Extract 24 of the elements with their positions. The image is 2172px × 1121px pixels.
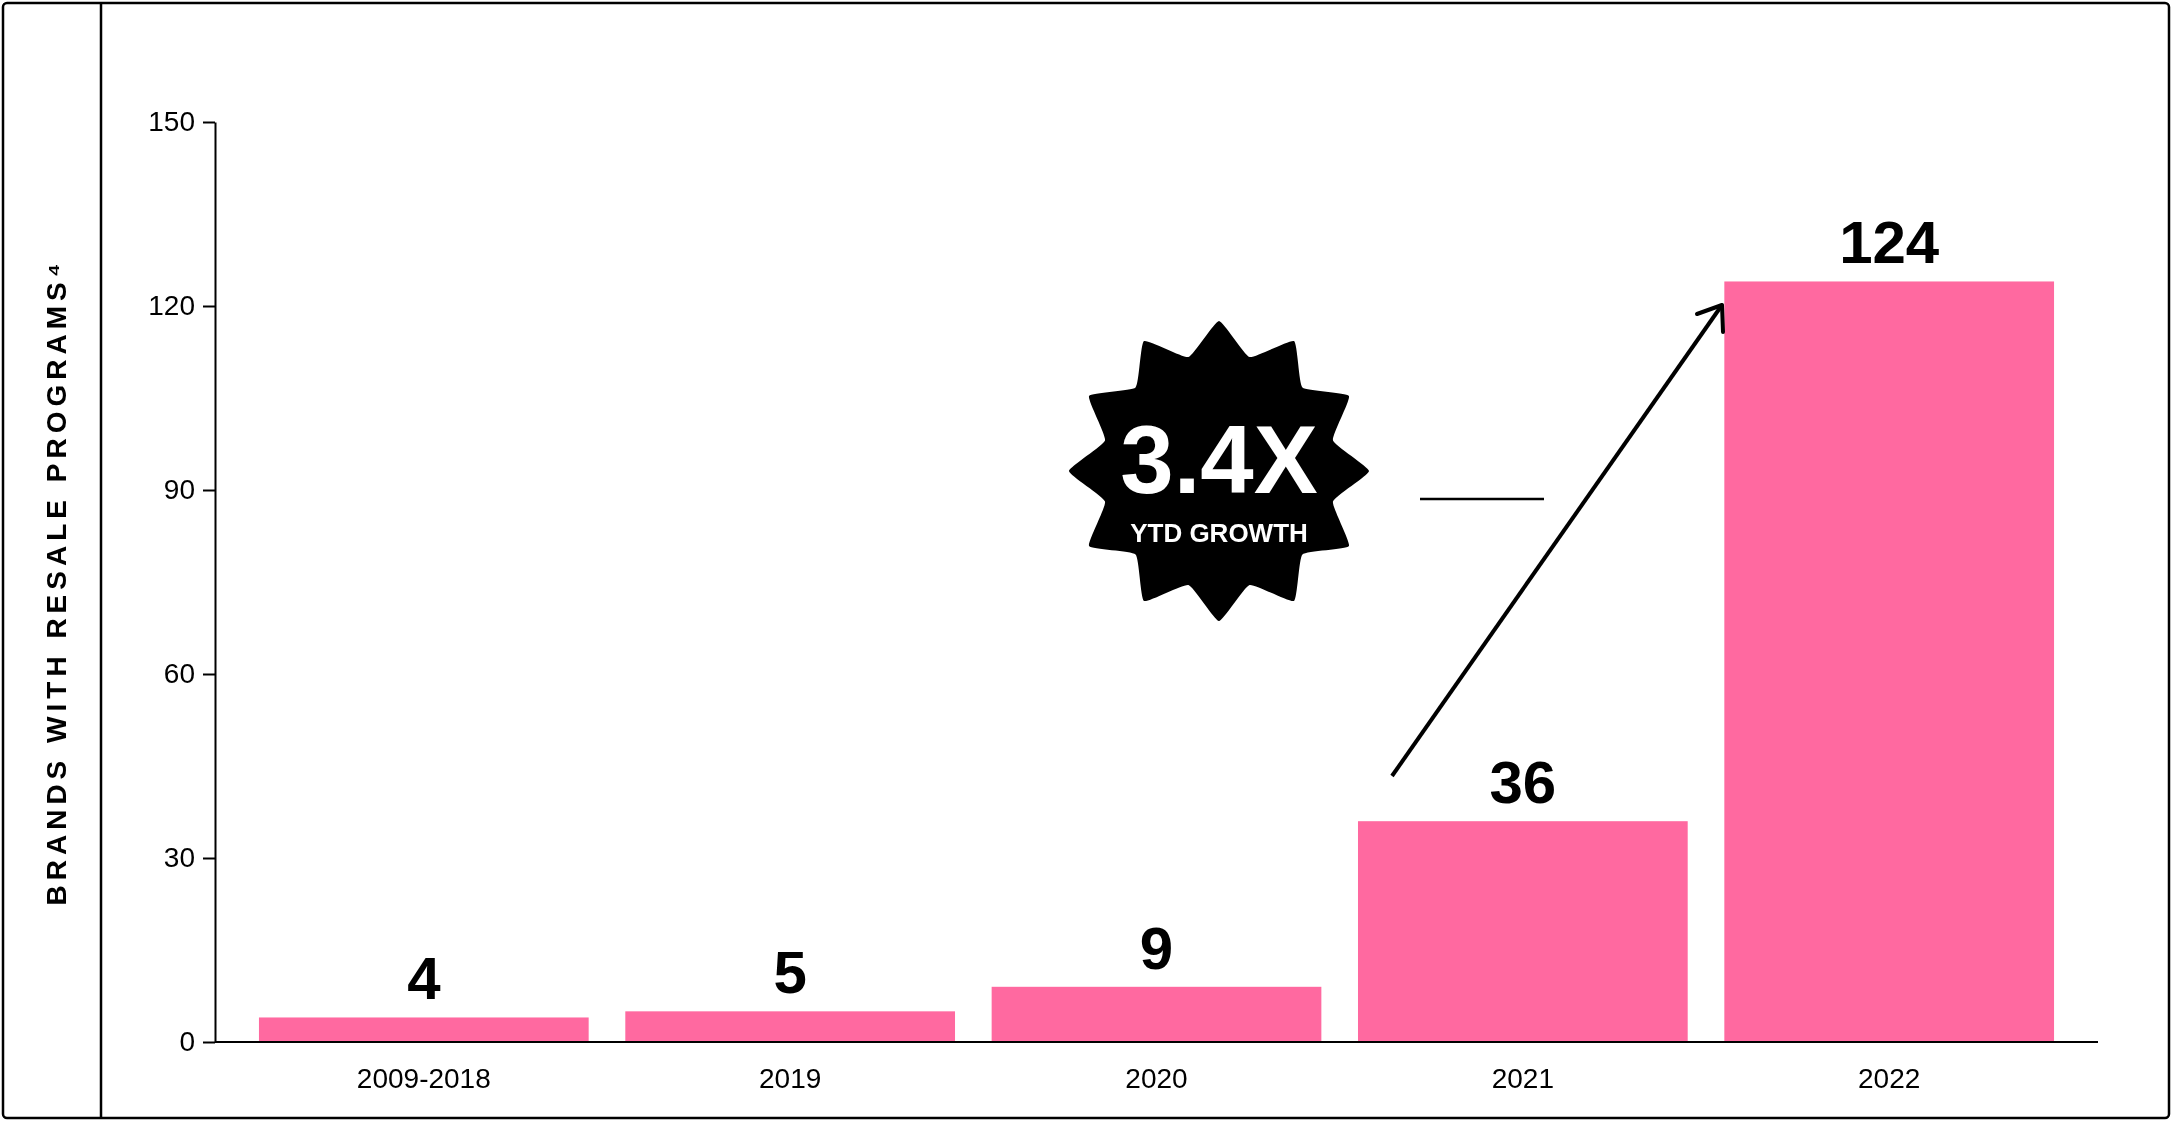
data-label: 9	[1139, 914, 1174, 982]
y-tick-label: 0	[179, 1026, 195, 1058]
bar	[1357, 821, 1688, 1042]
y-tick-label: 30	[163, 842, 195, 874]
x-tick-label: 2009-2018	[356, 1063, 491, 1094]
bar	[625, 1011, 956, 1042]
bar	[1724, 281, 2055, 1042]
x-tick-label: 2022	[1858, 1063, 1921, 1094]
y-axis-title: BRANDS WITH RESALE PROGRAMS⁴	[41, 258, 72, 906]
annotation: 3.4X	[1120, 406, 1318, 513]
x-tick-label: 2019	[759, 1063, 822, 1094]
bar	[258, 1017, 589, 1042]
bar	[991, 986, 1322, 1042]
annotation: YTD GROWTH	[1130, 518, 1308, 548]
data-label: 36	[1489, 749, 1557, 817]
y-tick-label: 150	[148, 106, 195, 138]
x-tick-label: 2021	[1491, 1063, 1554, 1094]
y-tick-label: 60	[163, 658, 195, 690]
data-label: 5	[773, 939, 807, 1007]
y-tick-label: 120	[148, 290, 195, 322]
data-label: 124	[1839, 209, 1940, 277]
x-tick-label: 2020	[1125, 1063, 1188, 1094]
data-label: 4	[407, 945, 442, 1013]
y-tick-label: 90	[163, 474, 195, 506]
